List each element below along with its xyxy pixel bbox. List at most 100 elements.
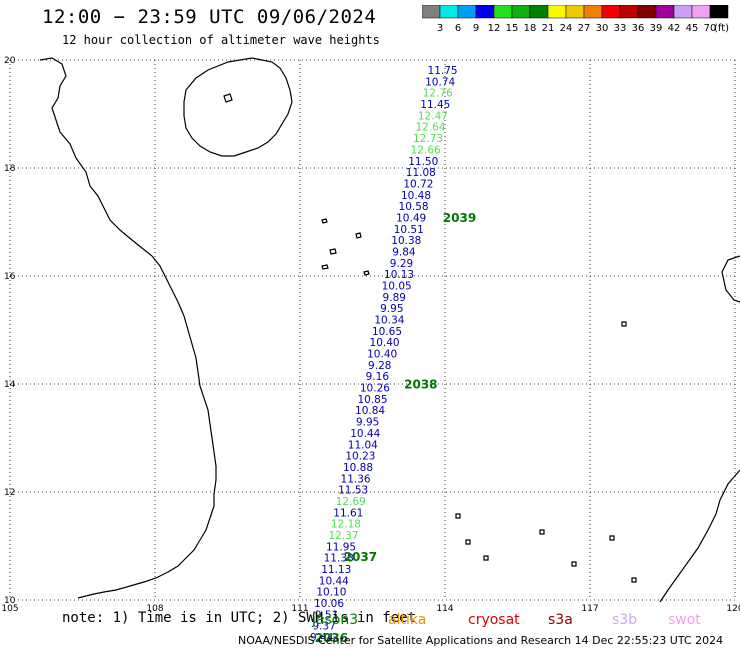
swh-value-label: 12.76	[423, 88, 453, 100]
lat-tick-label: 20	[4, 56, 16, 66]
scale-tick-label: 45	[686, 23, 699, 34]
swh-value-label: 11.38	[324, 553, 354, 565]
swh-value-label: 9.16	[366, 371, 390, 383]
page-subtitle: 12 hour collection of altimeter wave hei…	[62, 33, 380, 47]
scale-tick-label: 18	[524, 23, 537, 34]
swh-value-label: 10.65	[372, 326, 402, 338]
lat-tick-label: 10	[4, 596, 16, 606]
swh-value-label: 12.37	[328, 530, 358, 542]
swh-value-label: 11.95	[326, 541, 356, 553]
coastal-islet	[223, 93, 233, 103]
swh-value-label: 11.36	[341, 473, 371, 485]
swh-value-label: 10.51	[394, 224, 424, 236]
swh-value-label: 12.64	[415, 122, 445, 134]
swh-value-label: 10.88	[343, 462, 373, 474]
swh-value-label: 10.40	[370, 337, 400, 349]
satellite-cryosat: cryosat	[468, 612, 520, 628]
reef-6	[609, 535, 615, 541]
scale-swatch-max	[709, 5, 729, 19]
paracel-islet-1	[321, 218, 328, 224]
swh-value-label: 11.50	[408, 156, 438, 168]
swh-value-label: 12.73	[413, 133, 443, 145]
swh-value-label: 10.13	[384, 269, 414, 281]
swh-value-label: 10.84	[355, 405, 385, 417]
mainland-coast	[39, 57, 217, 599]
swh-value-label: 10.10	[316, 587, 346, 599]
scale-tick-label: 9	[473, 23, 479, 34]
scale-tick-label: 21	[542, 23, 555, 34]
swh-value-label: 9.37	[312, 621, 335, 633]
swh-value-label: 12.69	[336, 496, 366, 508]
pass-time-label: 2036	[315, 631, 348, 645]
scale-tick-label: 33	[614, 23, 627, 34]
swh-value-label: 10.40	[367, 349, 397, 361]
swh-value-label: 9.89	[383, 292, 406, 304]
lon-tick-label: 120	[726, 604, 740, 614]
swh-value-label: 11.08	[406, 167, 436, 179]
pass-time-label: 2038	[404, 377, 437, 391]
credit-line: NOAA/NESDIS Center for Satellite Applica…	[238, 634, 724, 647]
swh-value-label: 12.66	[411, 144, 441, 156]
lon-tick-label: 117	[581, 604, 598, 614]
hainan-island	[183, 57, 293, 157]
page-title: 12:00 − 23:59 UTC 09/06/2024	[42, 6, 377, 28]
land-outlines	[39, 57, 740, 603]
lon-tick-label: 111	[291, 604, 308, 614]
satellite-jason3: jason3	[312, 612, 359, 628]
offshore-islet	[621, 321, 627, 327]
swh-value-label: 11.61	[333, 507, 363, 519]
swh-value-label: 11.75	[428, 65, 458, 77]
scale-tick-label: 30	[596, 23, 609, 34]
swh-value-label: 10.44	[350, 428, 380, 440]
swh-value-label: 9.44	[310, 632, 334, 644]
satellite-s3a: s3a	[548, 612, 573, 628]
swh-value-label: 10.34	[374, 315, 404, 327]
swh-value-label: 9.28	[368, 360, 391, 372]
scale-tick-label: 36	[632, 23, 645, 34]
swh-value-label: 10.74	[425, 76, 455, 88]
swh-value-label: 10.48	[401, 190, 431, 202]
swh-value-label: 10.58	[399, 201, 429, 213]
wave-height-track: 11.7510.7412.7611.4512.4712.6412.7312.66…	[310, 65, 476, 645]
lon-tick-label: 114	[436, 604, 453, 614]
swh-value-label: 10.06	[314, 598, 344, 610]
swh-value-label: 10.44	[319, 575, 349, 587]
reef-4	[539, 529, 545, 535]
scale-tick-label: 3	[437, 23, 443, 34]
reef-2	[465, 539, 471, 545]
swh-value-label: 10.49	[396, 212, 426, 224]
paracel-islet-4	[321, 264, 329, 270]
scale-tick-label: 12	[488, 23, 501, 34]
luzon-coast	[721, 255, 740, 303]
satellite-swot: swot	[668, 612, 701, 628]
swh-value-label: 12.18	[331, 519, 361, 531]
swh-value-label: 10.23	[345, 451, 375, 463]
swh-value-label: 9.84	[392, 246, 416, 258]
swh-value-label: 11.53	[338, 485, 368, 497]
swh-value-label: 9.95	[356, 417, 379, 429]
lon-tick-label: 108	[146, 604, 163, 614]
swh-value-label: 10.05	[382, 281, 412, 293]
swh-value-label: 10.26	[360, 383, 390, 395]
scale-unit-label: (ft)	[714, 23, 729, 34]
paracel-islet-5	[363, 270, 370, 276]
swh-value-label: 9.29	[390, 258, 413, 270]
lat-lon-grid	[9, 59, 736, 601]
footer-note: note: 1) Time is in UTC; 2) SWH is in fe…	[62, 610, 417, 626]
reef-1	[455, 513, 461, 519]
paracel-islet-2	[355, 232, 362, 239]
pass-time-label: 2037	[344, 550, 377, 564]
lat-tick-label: 14	[4, 380, 16, 390]
scale-tick-label: 27	[578, 23, 591, 34]
satellite-s3b: s3b	[612, 612, 638, 628]
wave-height-color-scale: 3 6 9 12 15 18 21 24 27 30 33 36 39 42 45 70(ft)	[422, 5, 729, 34]
satellite-altika: altika	[388, 612, 427, 628]
axis-tick-labels: 105 108 111 114 117 120 20 18 16 14 12 10	[1, 56, 740, 614]
swh-value-label: 10.72	[403, 178, 433, 190]
swh-value-label: 9.51	[315, 609, 338, 621]
palawan-coast	[659, 469, 740, 603]
pass-time-label: 2039	[443, 211, 476, 225]
reef-7	[631, 577, 637, 583]
swh-value-label: 11.13	[321, 564, 351, 576]
